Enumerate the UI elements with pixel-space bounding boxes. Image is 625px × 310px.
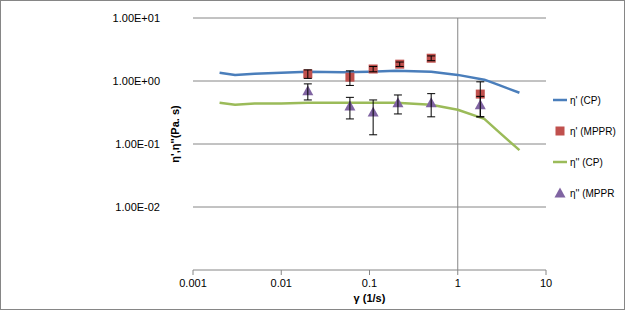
series-line <box>220 103 520 150</box>
legend-swatch <box>556 127 565 136</box>
series-point <box>369 65 378 74</box>
x-tick <box>369 270 370 275</box>
y-tick-label: 1.00E+01 <box>113 12 160 24</box>
grid-line <box>193 144 546 145</box>
legend-label: η'' (MPPR <box>570 188 614 199</box>
x-tick-label: 0.1 <box>362 277 377 289</box>
series-point <box>427 54 436 63</box>
error-bar <box>369 100 377 135</box>
error-bar <box>476 96 484 116</box>
series-point <box>395 60 404 69</box>
grid-line <box>193 18 546 19</box>
x-axis-title: γ (1/s) <box>354 292 386 304</box>
error-bar <box>427 56 435 61</box>
y-tick-label: 1.00E-02 <box>115 201 160 213</box>
legend-swatch <box>555 188 566 198</box>
grid-line <box>193 81 546 82</box>
chart-frame <box>1 1 625 310</box>
x-tick-label: 1 <box>455 277 461 289</box>
error-bar <box>369 66 377 71</box>
y-tick-label: 1.00E+00 <box>113 75 160 87</box>
x-tick <box>281 270 282 275</box>
error-bar <box>427 94 435 117</box>
legend-label: η' (CP) <box>570 95 601 106</box>
legend: η' (CP) η' (MPPR) η'' (CP) η'' (MPPR <box>553 95 616 199</box>
grid-line <box>193 207 546 208</box>
legend-label: η' (MPPR) <box>570 126 616 137</box>
error-bar <box>396 62 404 66</box>
plot-marks <box>220 54 520 150</box>
x-tick-label: 0.001 <box>179 277 207 289</box>
x-tick-label: 0.01 <box>271 277 292 289</box>
legend-swatch <box>553 99 567 102</box>
legend-swatch <box>553 161 567 164</box>
x-tick-label: 10 <box>540 277 552 289</box>
x-tick <box>457 270 458 275</box>
series-point <box>303 69 312 78</box>
error-bar <box>476 82 484 117</box>
error-bar <box>394 95 402 114</box>
error-bar <box>304 70 312 78</box>
y-axis-line <box>457 18 458 270</box>
error-bar <box>304 84 312 100</box>
y-tick-label: 1.00E-01 <box>115 138 160 150</box>
error-bar <box>346 97 354 119</box>
legend-label: η'' (CP) <box>570 157 603 168</box>
error-bar <box>346 71 354 86</box>
x-tick <box>546 270 547 275</box>
series-line <box>220 71 520 93</box>
x-tick <box>193 270 194 275</box>
chart: 1.00E-02 1.00E-01 1.00E+00 1.00E+01 0.001 0.0… <box>0 0 625 310</box>
y-axis-title: η',η''(Pa. s) <box>169 105 181 163</box>
